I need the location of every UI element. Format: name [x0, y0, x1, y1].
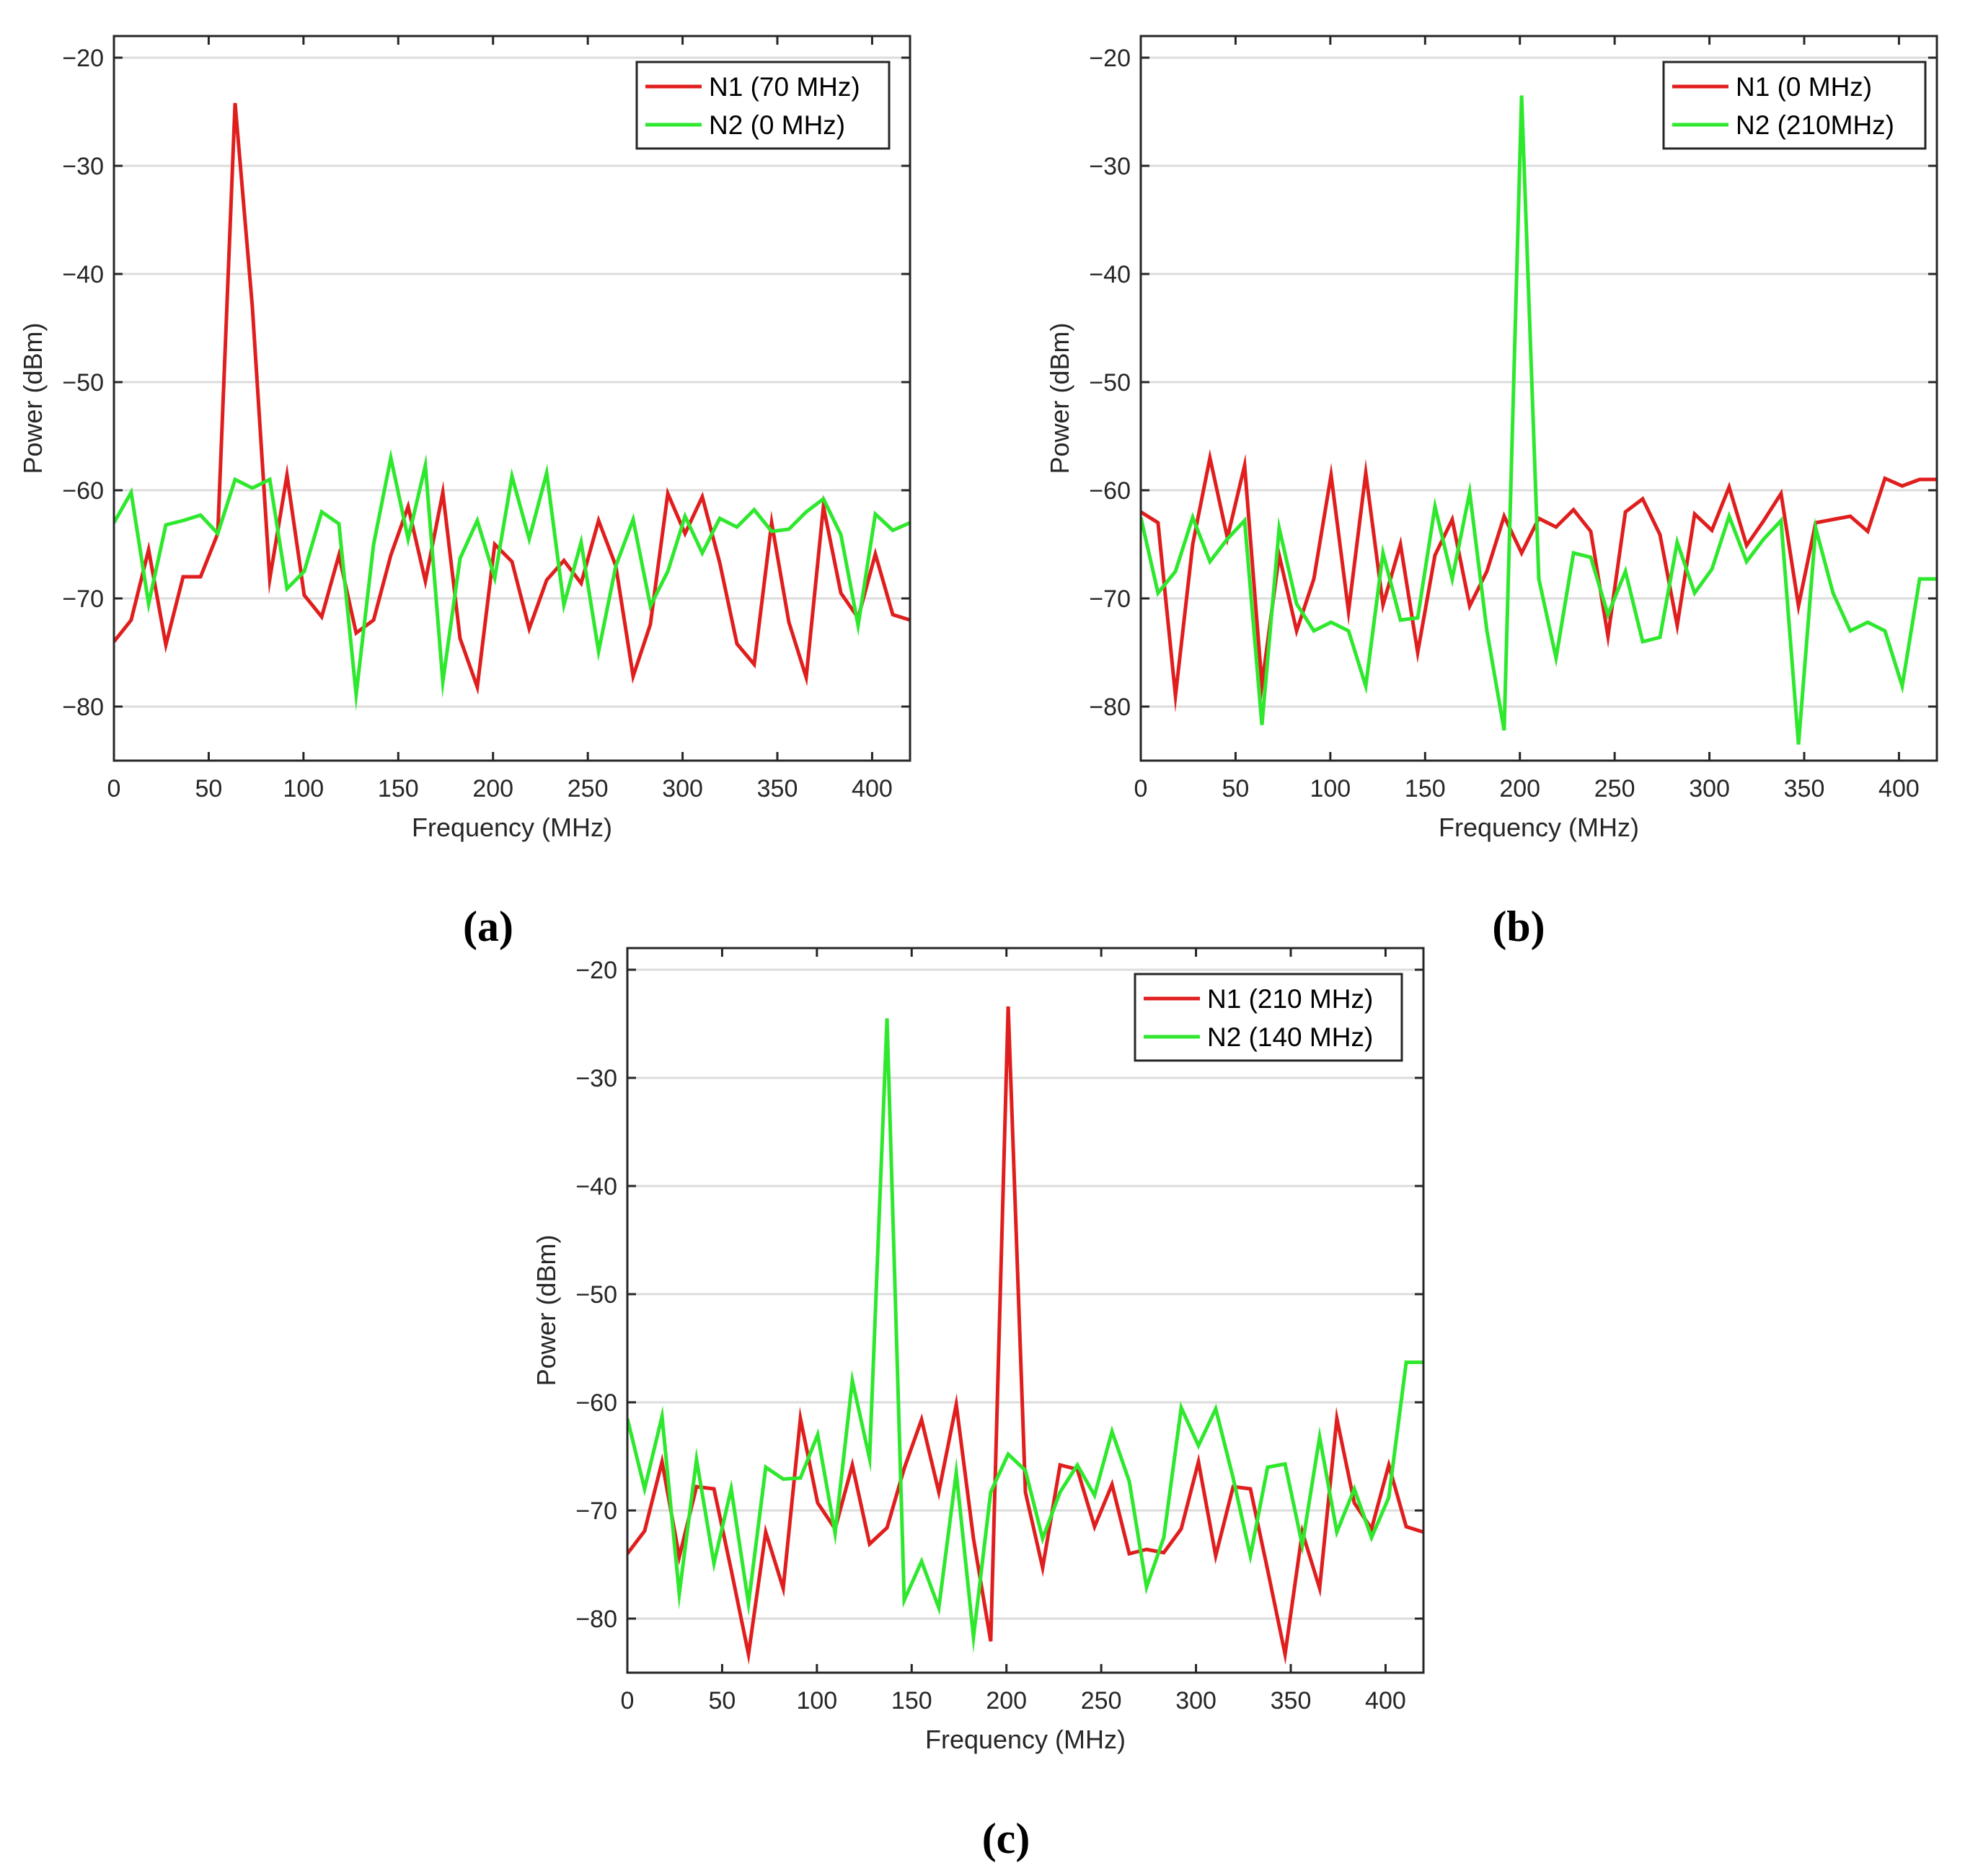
panel-c-ytick-label: −60	[575, 1389, 617, 1417]
panel-a-xtick-label: 50	[195, 775, 223, 802]
panel-b-y-axis-label: Power (dBm)	[1045, 322, 1074, 474]
panel-c-ytick-label: −50	[575, 1281, 617, 1309]
panel-a-xtick-label: 0	[107, 775, 121, 802]
panel-a-legend-label-n2: N2 (0 MHz)	[709, 110, 845, 140]
panel-a-ytick-label: −80	[62, 694, 104, 721]
panel-a-axes-box	[112, 35, 911, 762]
panel-b-ytick-label: −80	[1089, 694, 1131, 721]
panel-c-xtick-label: 150	[891, 1687, 932, 1714]
panel-a-plot-area	[114, 36, 910, 761]
panel-b-legend-label-n2: N2 (210MHz)	[1736, 110, 1894, 140]
panel-a-ytick-label: −40	[62, 261, 104, 288]
panel-c-y-axis-label: Power (dBm)	[531, 1234, 561, 1386]
panel-b-xtick-label: 300	[1689, 775, 1730, 802]
panel-c-legend-label-n2: N2 (140 MHz)	[1207, 1022, 1373, 1052]
panel-a-xtick-label: 350	[757, 775, 798, 802]
panel-a-xtick-label: 100	[283, 775, 324, 802]
panel-c-xtick-label: 300	[1175, 1687, 1216, 1714]
panel-c-xtick-label: 250	[1081, 1687, 1122, 1714]
panel-b-ytick-label: −70	[1089, 585, 1131, 613]
panel-b-xtick-label: 350	[1784, 775, 1825, 802]
panel-b-legend: N1 (0 MHz) N2 (210MHz)	[1662, 61, 1927, 150]
panel-c-ytick-label: −40	[575, 1173, 617, 1200]
panel-b-series-n2-line	[1141, 95, 1937, 745]
panel-a-legend-box	[635, 61, 891, 150]
panel-c-plot-area	[627, 948, 1423, 1673]
panel-b-xtick-label: 50	[1222, 775, 1250, 802]
panel-b-ytick-label: −20	[1089, 45, 1131, 72]
panel-b-xtick-label: 100	[1310, 775, 1351, 802]
panel-a-legend: N1 (70 MHz) N2 (0 MHz)	[635, 61, 891, 150]
panel-a-xtick-label: 400	[852, 775, 893, 802]
panel-c-legend-box	[1134, 973, 1403, 1062]
panel-b-ytick-label: −40	[1089, 261, 1131, 288]
panel-a-series-n2-line	[114, 448, 910, 712]
panel-c-series-n2-line	[627, 1018, 1423, 1653]
panel-b-xtick-label: 150	[1405, 775, 1446, 802]
panel-a-ytick-label: −30	[62, 153, 104, 180]
panel-a-ytick-label: −60	[62, 477, 104, 505]
panel-c-xtick-label: 50	[709, 1687, 736, 1714]
panel-c-legend-label-n1: N1 (210 MHz)	[1207, 984, 1373, 1014]
panel-c-axes-box	[626, 947, 1425, 1674]
panel-c-xtick-label: 200	[986, 1687, 1027, 1714]
panel-a-xtick-label: 150	[378, 775, 419, 802]
panel-a-xtick-label: 200	[472, 775, 513, 802]
panel-b-xtick-label: 400	[1878, 775, 1920, 802]
panel-b-ytick-label: −30	[1089, 153, 1131, 180]
panel-b-ytick-label: −60	[1089, 477, 1131, 505]
panel-a-ytick-label: −50	[62, 369, 104, 397]
panel-b-xtick-label: 0	[1134, 775, 1148, 802]
panel-c-ytick-label: −80	[575, 1606, 617, 1633]
panel-b-plot-area	[1141, 36, 1937, 761]
panel-b-ytick-label: −50	[1089, 369, 1131, 397]
panel-b-legend-box	[1662, 61, 1927, 150]
panel-a-caption: (a)	[463, 903, 513, 950]
panel-b-xtick-label: 250	[1594, 775, 1635, 802]
panel-c-series-n1-line	[627, 1006, 1423, 1665]
panel-c-caption: (c)	[982, 1815, 1030, 1862]
panel-a-xtick-label: 250	[568, 775, 609, 802]
panel-b-x-axis-label: Frequency (MHz)	[1439, 813, 1639, 842]
panel-a-series-n1-line	[114, 102, 910, 695]
panel-b-xtick-label: 200	[1499, 775, 1540, 802]
panel-c-xtick-label: 400	[1365, 1687, 1406, 1714]
panel-b: −20 −30 −40 −50 −60 −70 −80 0 50 100 150 200 250 300 3…	[1045, 35, 1938, 950]
panel-c-ytick-label: −70	[575, 1497, 617, 1525]
panel-c-xtick-label: 0	[621, 1687, 635, 1714]
panel-a-ytick-label: −70	[62, 585, 104, 613]
panel-c-legend: N1 (210 MHz) N2 (140 MHz)	[1134, 973, 1403, 1062]
panel-b-axes-box	[1139, 35, 1938, 762]
panel-a-xtick-label: 300	[662, 775, 703, 802]
panel-a-x-axis-label: Frequency (MHz)	[412, 813, 612, 842]
panel-c-x-axis-label: Frequency (MHz)	[925, 1725, 1126, 1754]
panel-a-y-axis-label: Power (dBm)	[18, 322, 48, 474]
panel-c-xtick-label: 350	[1271, 1687, 1312, 1714]
panel-c-xtick-label: 100	[796, 1687, 837, 1714]
panel-b-caption: (b)	[1492, 903, 1545, 950]
panel-a: −20 −30 −40 −50 −60 −70 −80 0 50 100 150 200 250 300 3…	[18, 35, 911, 950]
panel-a-ytick-label: −20	[62, 45, 104, 72]
panel-a-legend-label-n1: N1 (70 MHz)	[709, 72, 860, 102]
panel-b-legend-label-n1: N1 (0 MHz)	[1736, 72, 1872, 102]
panel-c: −20 −30 −40 −50 −60 −70 −80 0 50 100 150 200 250 300 3…	[531, 947, 1425, 1862]
panel-c-ytick-label: −20	[575, 957, 617, 984]
panel-c-ytick-label: −30	[575, 1065, 617, 1092]
